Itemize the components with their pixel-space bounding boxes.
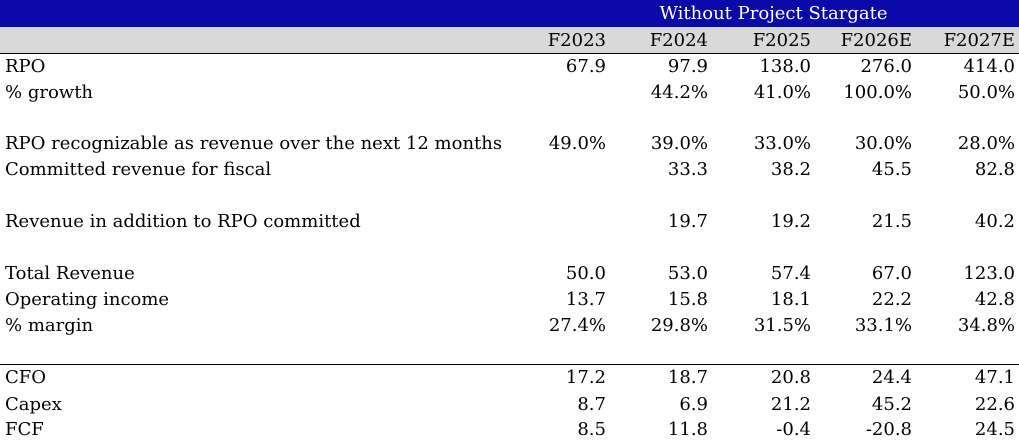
table-cell: 15.8 <box>667 289 708 310</box>
table-cell: 100.0% <box>843 82 912 103</box>
table-cell: 82.8 <box>974 159 1015 180</box>
table-cell: 123.0 <box>963 263 1015 284</box>
table-cell: 29.8% <box>650 315 708 336</box>
table-cell: 40.2 <box>974 211 1015 232</box>
table-row: Total Revenue 50.0 53.0 57.4 67.0 123.0 <box>0 262 1019 286</box>
row-label: RPO recognizable as revenue over the nex… <box>5 133 503 154</box>
table-cell: 19.7 <box>667 211 708 232</box>
table-cell: 33.1% <box>854 315 912 336</box>
column-header-row: F2023 F2024 F2025 F2026E F2027E <box>0 27 1019 54</box>
table-row: % growth 44.2% 41.0% 100.0% 50.0% <box>0 81 1019 105</box>
table-cell: 17.2 <box>565 367 606 388</box>
table-banner: Without Project Stargate <box>0 0 1019 27</box>
table-cell: 41.0% <box>753 82 811 103</box>
column-header: F2023 <box>547 30 606 51</box>
column-header: F2026E <box>840 30 912 51</box>
table-cell: 33.0% <box>753 133 811 154</box>
table-cell: 19.2 <box>770 211 811 232</box>
table-cell: 50.0 <box>565 263 606 284</box>
table-row: Capex 8.7 6.9 21.2 45.2 22.6 <box>0 393 1019 417</box>
table-row: % margin 27.4% 29.8% 31.5% 33.1% 34.8% <box>0 314 1019 338</box>
table-cell: 24.5 <box>974 419 1015 440</box>
table-cell: 276.0 <box>860 56 912 77</box>
table-cell: 44.2% <box>650 82 708 103</box>
row-label: Operating income <box>5 289 170 310</box>
table-cell: 50.0% <box>957 82 1015 103</box>
row-label: FCF <box>5 419 44 440</box>
table-cell: 6.9 <box>679 394 708 415</box>
table-cell: 49.0% <box>548 133 606 154</box>
table-cell: -20.8 <box>865 419 912 440</box>
section-divider <box>0 364 1019 365</box>
table-cell: 45.2 <box>871 394 912 415</box>
table-cell: 67.0 <box>871 263 912 284</box>
table-cell: 24.4 <box>871 367 912 388</box>
row-label: % growth <box>5 82 94 103</box>
table-cell: 8.5 <box>577 419 606 440</box>
table-cell: 22.6 <box>974 394 1015 415</box>
row-label: % margin <box>5 315 94 336</box>
table-cell: 13.7 <box>565 289 606 310</box>
column-header: F2025 <box>752 30 811 51</box>
table-cell: 8.7 <box>577 394 606 415</box>
table-cell: 45.5 <box>871 159 912 180</box>
row-label: Total Revenue <box>5 263 135 284</box>
table-cell: 42.8 <box>974 289 1015 310</box>
table-cell: 30.0% <box>854 133 912 154</box>
row-label: Revenue in addition to RPO committed <box>5 211 361 232</box>
row-label: RPO <box>5 56 46 77</box>
table-row: RPO 67.9 97.9 138.0 276.0 414.0 <box>0 55 1019 79</box>
table-cell: 97.9 <box>667 56 708 77</box>
table-cell: 34.8% <box>957 315 1015 336</box>
table-cell: 31.5% <box>753 315 811 336</box>
table-row: CFO 17.2 18.7 20.8 24.4 47.1 <box>0 366 1019 390</box>
row-label: Capex <box>5 394 62 415</box>
table-row: FCF 8.5 11.8 -0.4 -20.8 24.5 <box>0 418 1019 442</box>
table-cell: 11.8 <box>667 419 708 440</box>
table-cell: 18.1 <box>770 289 811 310</box>
table-cell: 21.2 <box>770 394 811 415</box>
table-cell: 67.9 <box>565 56 606 77</box>
table-cell: 39.0% <box>650 133 708 154</box>
column-header: F2024 <box>649 30 708 51</box>
banner-title: Without Project Stargate <box>659 3 888 24</box>
table-cell: 53.0 <box>667 263 708 284</box>
table-row: RPO recognizable as revenue over the nex… <box>0 132 1019 156</box>
column-header: F2027E <box>943 30 1015 51</box>
table-cell: 47.1 <box>974 367 1015 388</box>
table-cell: 33.3 <box>667 159 708 180</box>
table-cell: 138.0 <box>759 56 811 77</box>
table-cell: 414.0 <box>963 56 1015 77</box>
table-row: Revenue in addition to RPO committed 19.… <box>0 210 1019 234</box>
table-cell: 28.0% <box>957 133 1015 154</box>
table-cell: -0.4 <box>776 419 811 440</box>
table-cell: 20.8 <box>770 367 811 388</box>
row-label: CFO <box>5 367 47 388</box>
table-row: Operating income 13.7 15.8 18.1 22.2 42.… <box>0 288 1019 312</box>
table-cell: 21.5 <box>871 211 912 232</box>
table-cell: 27.4% <box>548 315 606 336</box>
table-row: Committed revenue for fiscal 33.3 38.2 4… <box>0 158 1019 182</box>
table-cell: 57.4 <box>770 263 811 284</box>
row-label: Committed revenue for fiscal <box>5 159 272 180</box>
table-cell: 22.2 <box>871 289 912 310</box>
table-cell: 38.2 <box>770 159 811 180</box>
table-cell: 18.7 <box>667 367 708 388</box>
